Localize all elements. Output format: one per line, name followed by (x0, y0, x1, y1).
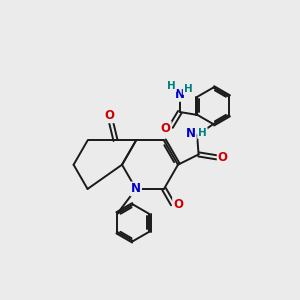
Text: H: H (184, 84, 192, 94)
Text: O: O (218, 151, 228, 164)
Text: O: O (161, 122, 171, 135)
Text: O: O (173, 198, 183, 211)
Text: O: O (105, 109, 115, 122)
Text: N: N (186, 127, 196, 140)
Text: N: N (131, 182, 141, 195)
Text: H: H (198, 128, 207, 138)
Text: H: H (167, 81, 176, 91)
Text: N: N (175, 88, 185, 101)
